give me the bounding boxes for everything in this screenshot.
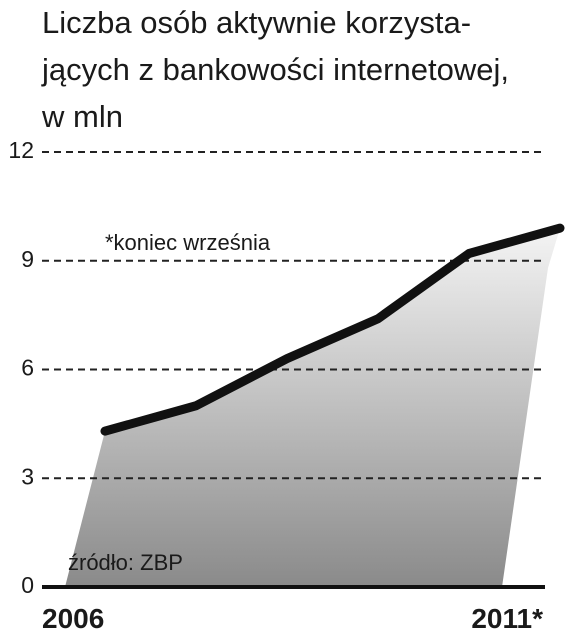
y-tick-label: 9: [21, 246, 34, 272]
area-fill: [65, 228, 560, 587]
chart-title: Liczba osób aktywnie korzysta-: [42, 5, 471, 40]
x-tick-label: 2011*: [471, 603, 543, 634]
x-tick-label: 2006: [42, 603, 104, 634]
chart-title: w mln: [41, 99, 123, 134]
annotation: źródło: ZBP: [68, 550, 183, 575]
y-tick-label: 6: [21, 355, 34, 381]
chart-title: jących z bankowości internetowej,: [41, 52, 509, 87]
annotation: *koniec września: [105, 230, 271, 255]
y-tick-label: 3: [21, 463, 34, 489]
line: [100, 223, 565, 436]
y-tick-label: 12: [8, 137, 34, 163]
y-tick-label: 0: [21, 572, 34, 598]
